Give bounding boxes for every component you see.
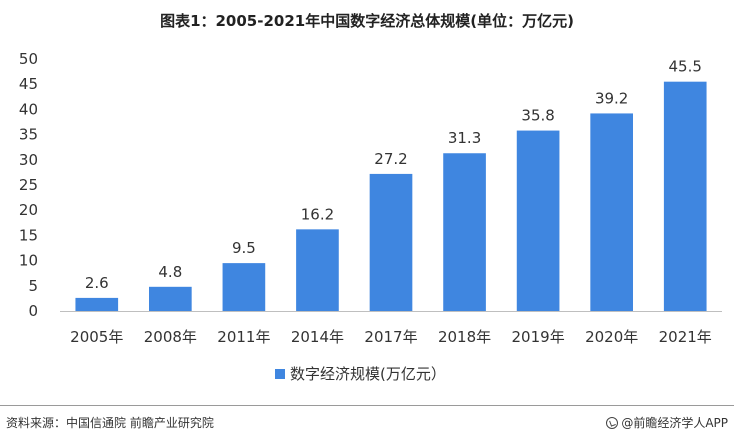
bar	[222, 263, 266, 311]
bar	[296, 229, 339, 311]
y-tick-label: 35	[19, 126, 38, 144]
data-label: 45.5	[669, 58, 702, 76]
data-label: 9.5	[232, 239, 256, 257]
data-label: 39.2	[595, 89, 628, 107]
legend: 数字经济规模(万亿元）	[275, 365, 446, 383]
y-tick-label: 0	[28, 302, 38, 320]
data-label: 2.6	[85, 274, 109, 292]
bar	[516, 130, 560, 311]
bar	[443, 153, 486, 311]
data-labels: 2.6 4.8 9.5 16.2 27.2 31.3 35.8 39.2 45.5	[85, 58, 702, 292]
x-tick-label: 2018年	[438, 328, 491, 346]
bar	[75, 297, 119, 311]
data-label: 35.8	[521, 107, 554, 125]
source-note: 资料来源：中国信通院 前瞻产业研究院	[6, 416, 214, 430]
bar-series	[75, 81, 707, 312]
brand-credit: @前瞻经济学人APP	[606, 414, 728, 431]
x-tick-label: 2008年	[144, 328, 197, 346]
y-tick-label: 10	[19, 252, 38, 270]
bar	[369, 173, 413, 311]
x-axis-labels: 2005年 2008年 2011年 2014年 2017年 2018年 2019年 2020年…	[70, 328, 712, 346]
y-tick-label: 15	[19, 226, 38, 244]
x-tick-label: 2005年	[70, 328, 123, 346]
x-tick-label: 2021年	[659, 328, 712, 346]
x-tick-label: 2014年	[291, 328, 344, 346]
chart-title: 图表1：2005-2021年中国数字经济总体规模(单位：万亿元)	[160, 12, 574, 30]
y-tick-label: 30	[19, 151, 38, 169]
y-tick-label: 45	[19, 75, 38, 93]
y-tick-label: 25	[19, 176, 38, 194]
brand-text: @前瞻经济学人APP	[621, 416, 728, 430]
bar-chart: 0 5 10 15 20 25 30 35 40 45 50 2.6 4.8 9.5 16.2 27.2 31…	[19, 50, 722, 383]
x-tick-label: 2019年	[512, 328, 565, 346]
data-label: 16.2	[301, 205, 334, 223]
y-tick-label: 20	[19, 201, 38, 219]
bar	[663, 81, 707, 312]
footer: 资料来源：中国信通院 前瞻产业研究院 @前瞻经济学人APP	[0, 405, 734, 436]
y-tick-label: 5	[28, 277, 38, 295]
x-tick-label: 2017年	[364, 328, 417, 346]
x-tick-label: 2011年	[217, 328, 270, 346]
data-label: 4.8	[158, 263, 182, 281]
data-label: 27.2	[374, 150, 407, 168]
y-axis: 0 5 10 15 20 25 30 35 40 45 50	[19, 50, 38, 320]
y-tick-label: 50	[19, 50, 38, 68]
brand-logo-icon	[606, 416, 619, 429]
y-tick-label: 40	[19, 100, 38, 118]
data-label: 31.3	[448, 129, 481, 147]
bar	[149, 286, 192, 311]
bar	[590, 113, 633, 311]
x-tick-label: 2020年	[585, 328, 638, 346]
legend-label: 数字经济规模(万亿元）	[290, 365, 446, 383]
legend-swatch	[275, 369, 285, 379]
